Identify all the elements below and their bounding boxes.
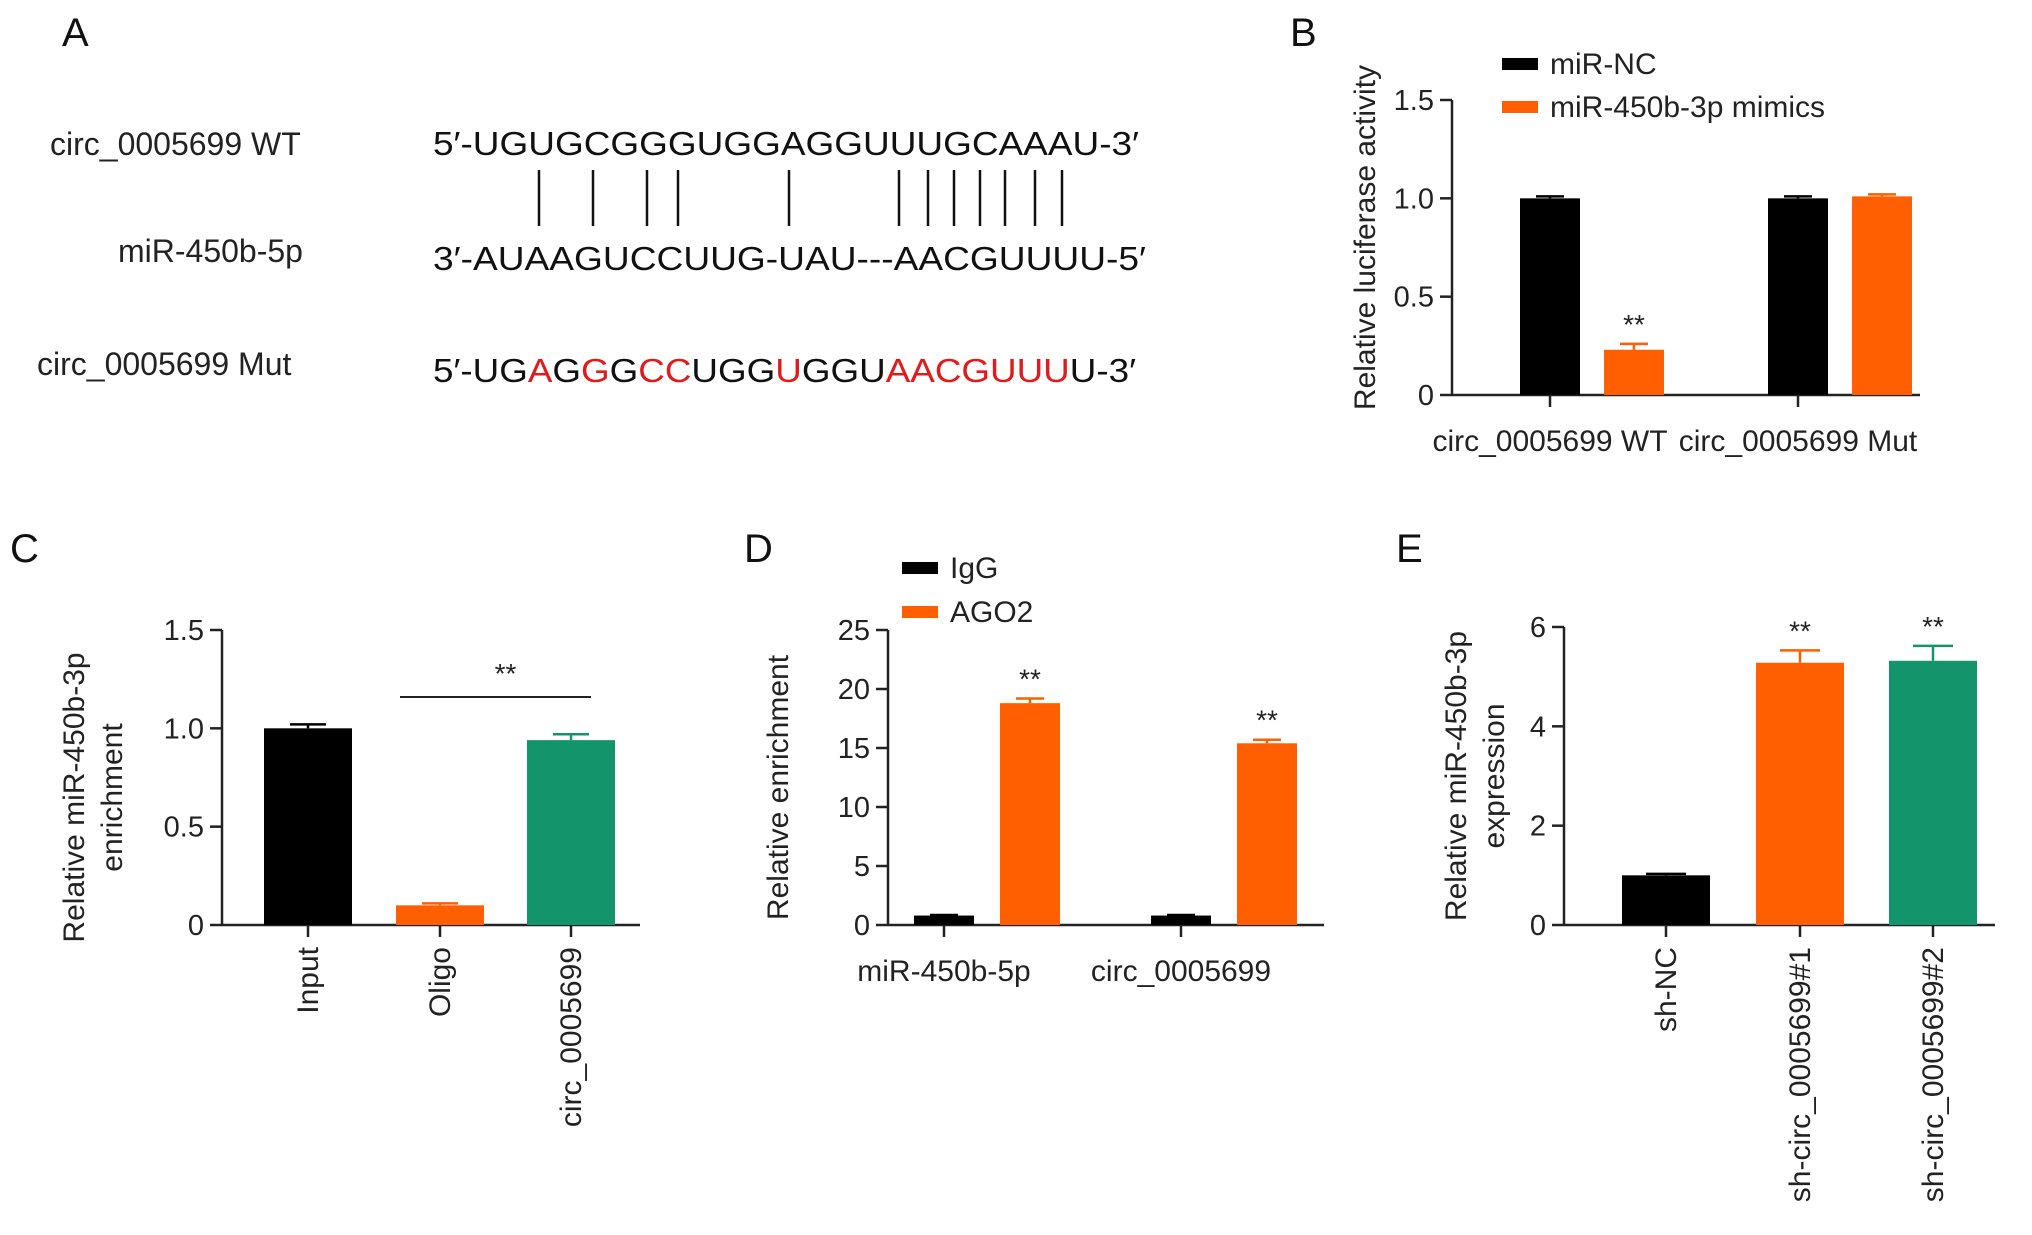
chart-d: 0 5 10 15 20 25 Relative enrichment miR-450b-5p… bbox=[762, 552, 1324, 988]
y-tick-label: 0 bbox=[1418, 380, 1434, 412]
x-tick-label: circ_0005699 bbox=[555, 947, 588, 1127]
y-tick-label: 0 bbox=[1530, 910, 1546, 942]
y-tick-label: 0.5 bbox=[1394, 282, 1434, 314]
chart-e: 0 2 4 6 Relative miR-450b-3p expression sh-NC s… bbox=[1440, 611, 1995, 1202]
y-axis-label: enrichment bbox=[96, 723, 129, 872]
x-tick-label: circ_0005699 WT bbox=[1432, 425, 1667, 458]
y-axis-label: expression bbox=[1478, 703, 1511, 848]
y-tick-label: 15 bbox=[838, 733, 870, 765]
legend-swatch bbox=[902, 562, 938, 574]
wt-sequence: 5′-UGUGCGGGUGGAGGUUUGCAAAU-3′ bbox=[433, 125, 1139, 162]
panel-label-c: C bbox=[10, 527, 39, 571]
x-tick-label: miR-450b-5p bbox=[857, 955, 1030, 988]
comparison-label: ** bbox=[495, 658, 517, 689]
legend-label: miR-450b-3p mimics bbox=[1550, 91, 1825, 124]
legend-swatch bbox=[1502, 101, 1538, 113]
base-pair-lines bbox=[537, 170, 1064, 226]
y-axis-label: Relative luciferase activity bbox=[1349, 65, 1382, 410]
panel-label-e: E bbox=[1396, 527, 1423, 571]
x-tick-label: sh-NC bbox=[1650, 947, 1683, 1032]
legend-swatch bbox=[902, 606, 938, 618]
mut-seq-segment: GGU bbox=[802, 352, 886, 389]
y-tick-label: 6 bbox=[1530, 612, 1546, 644]
mut-seq-segment: G bbox=[610, 352, 639, 389]
y-tick-label: 1.0 bbox=[1394, 183, 1434, 215]
y-tick-label: 0 bbox=[854, 910, 870, 942]
x-tick-label: sh-circ_0005699#1 bbox=[1784, 947, 1817, 1202]
y-tick-label: 1.5 bbox=[1394, 85, 1434, 117]
bar bbox=[914, 915, 974, 925]
y-tick-label: 1.5 bbox=[164, 615, 204, 647]
x-tick-label: Oligo bbox=[424, 947, 457, 1017]
mut-seq-segment: G bbox=[552, 352, 581, 389]
significance-label: ** bbox=[1019, 663, 1041, 694]
y-axis-label: Relative enrichment bbox=[762, 654, 795, 920]
mut-sequence: 5′-UG AGGGCC UGG UGGU AACGUUU U-3′ bbox=[433, 352, 1136, 389]
y-axis-label: Relative miR-450b-3p bbox=[1440, 631, 1473, 921]
y-tick-label: 20 bbox=[838, 674, 870, 706]
panel-a: A circ_0005699 WT miR-450b-5p circ_00056… bbox=[37, 11, 1146, 389]
bar bbox=[1520, 198, 1580, 395]
y-tick-label: 25 bbox=[838, 615, 870, 647]
bar bbox=[1852, 196, 1912, 395]
bar bbox=[1151, 915, 1211, 925]
significance-label: ** bbox=[1256, 705, 1278, 736]
bar bbox=[1000, 703, 1060, 925]
wt-label: circ_0005699 WT bbox=[50, 126, 301, 162]
y-tick-label: 5 bbox=[854, 851, 870, 883]
bar bbox=[264, 728, 352, 925]
y-tick-label: 1.0 bbox=[164, 713, 204, 745]
legend-label: IgG bbox=[950, 552, 998, 585]
mut-seq-segment: A bbox=[528, 352, 553, 389]
y-tick-label: 2 bbox=[1530, 811, 1546, 843]
y-tick-label: 4 bbox=[1530, 711, 1546, 743]
mir-label: miR-450b-5p bbox=[118, 233, 303, 269]
mut-seq-segment: CC bbox=[638, 352, 691, 389]
x-tick-label: Input bbox=[292, 946, 325, 1013]
legend-swatch bbox=[1502, 58, 1538, 70]
bar bbox=[1768, 198, 1828, 395]
y-tick-label: 0 bbox=[188, 910, 204, 942]
significance-label: ** bbox=[1922, 611, 1944, 642]
panel-label-b: B bbox=[1290, 11, 1317, 55]
x-tick-label: circ_0005699 Mut bbox=[1679, 425, 1918, 458]
bar bbox=[1622, 875, 1710, 925]
mut-seq-segment: UGG bbox=[691, 352, 775, 389]
panel-label-d: D bbox=[744, 527, 773, 571]
x-tick-label: sh-circ_0005699#2 bbox=[1917, 947, 1950, 1202]
significance-label: ** bbox=[1789, 615, 1811, 646]
x-tick-label: circ_0005699 bbox=[1091, 955, 1271, 988]
chart-b: 0 0.5 1.0 1.5 Relative luciferase activity ci… bbox=[1349, 48, 1920, 458]
mut-seq-segment: AACGUUU bbox=[886, 352, 1070, 389]
y-axis-label: Relative miR-450b-3p bbox=[58, 652, 91, 942]
bar bbox=[396, 905, 484, 925]
bar bbox=[1237, 743, 1297, 925]
mut-seq-segment: U bbox=[775, 352, 802, 389]
chart-c: 0 0.5 1.0 1.5 Relative miR-450b-3p enrichment… bbox=[58, 615, 640, 1127]
bar bbox=[1889, 660, 1977, 925]
mut-seq-segment: 5′-UG bbox=[433, 352, 528, 389]
bar bbox=[1756, 662, 1844, 925]
mir-sequence: 3′-AUAAGUCCUUG-UAU---AACGUUUU-5′ bbox=[433, 240, 1146, 277]
y-tick-label: 0.5 bbox=[164, 812, 204, 844]
mut-label: circ_0005699 Mut bbox=[37, 346, 291, 382]
mut-seq-segment: U-3′ bbox=[1070, 352, 1136, 389]
significance-label: ** bbox=[1623, 309, 1645, 340]
legend-label: AGO2 bbox=[950, 596, 1033, 629]
y-tick-label: 10 bbox=[838, 792, 870, 824]
mut-seq-segment: G bbox=[581, 352, 610, 389]
bar bbox=[527, 740, 615, 925]
legend-label: miR-NC bbox=[1550, 48, 1657, 81]
bar bbox=[1604, 349, 1664, 395]
panel-label-a: A bbox=[62, 11, 89, 55]
